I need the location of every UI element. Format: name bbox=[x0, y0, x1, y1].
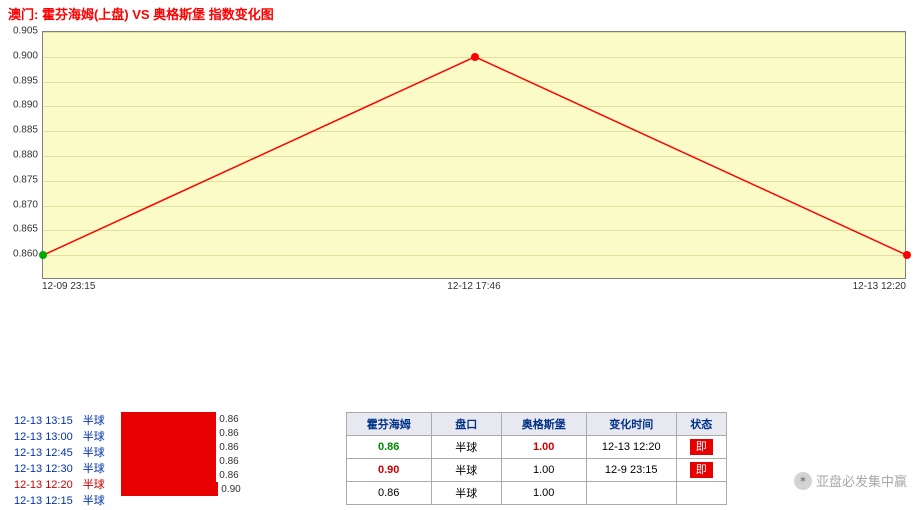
x-tick: 12-13 12:20 bbox=[853, 281, 906, 292]
line-chart: 0.860 0.865 0.870 0.875 0.880 0.885 0.890 0.895… bbox=[8, 27, 911, 309]
time-list: 12-13 13:15半球 12-13 13:00半球 12-13 12:45半球 1… bbox=[8, 412, 111, 510]
bar-row: 0.86 bbox=[121, 468, 241, 482]
bar-list: 0.860.860.860.860.860.90 bbox=[121, 412, 241, 496]
time-row: 12-13 12:30半球 bbox=[10, 462, 109, 476]
y-tick: 0.865 bbox=[8, 224, 38, 235]
y-tick: 0.905 bbox=[8, 26, 38, 37]
table-row: 0.86半球1.00 bbox=[346, 482, 726, 505]
bar-row: 0.86 bbox=[121, 454, 241, 468]
y-tick: 0.900 bbox=[8, 50, 38, 61]
y-tick: 0.880 bbox=[8, 150, 38, 161]
plot-area bbox=[42, 31, 906, 279]
x-tick: 12-09 23:15 bbox=[42, 281, 95, 292]
table-header: 盘口 bbox=[431, 413, 501, 436]
bar-row: 0.86 bbox=[121, 440, 241, 454]
table-header: 奥格斯堡 bbox=[501, 413, 586, 436]
status-badge: 即 bbox=[690, 439, 713, 455]
bar-row: 0.90 bbox=[121, 482, 241, 496]
data-point bbox=[903, 251, 911, 259]
bar-row: 0.86 bbox=[121, 426, 241, 440]
data-point bbox=[471, 53, 479, 61]
time-row: 12-13 12:15半球 bbox=[10, 494, 109, 508]
table-header: 变化时间 bbox=[586, 413, 676, 436]
wechat-icon: ✶ bbox=[794, 472, 812, 490]
time-row: 12-13 12:45半球 bbox=[10, 446, 109, 460]
y-tick: 0.890 bbox=[8, 100, 38, 111]
status-badge: 即 bbox=[690, 462, 713, 478]
watermark: ✶ 亚盘必发集中赢 bbox=[794, 471, 907, 490]
chart-title: 澳门: 霍芬海姆(上盘) VS 奥格斯堡 指数变化图 bbox=[0, 0, 919, 27]
time-row: 12-13 13:15半球 bbox=[10, 414, 109, 428]
odds-table: 霍芬海姆盘口奥格斯堡变化时间状态 0.86半球1.0012-13 12:20即0… bbox=[346, 412, 727, 505]
table-row: 0.90半球1.0012-9 23:15即 bbox=[346, 459, 726, 482]
x-tick: 12-12 17:46 bbox=[447, 281, 500, 292]
time-row: 12-13 13:00半球 bbox=[10, 430, 109, 444]
table-header: 霍芬海姆 bbox=[346, 413, 431, 436]
y-tick: 0.895 bbox=[8, 75, 38, 86]
time-row: 12-13 12:20半球 bbox=[10, 478, 109, 492]
y-tick: 0.885 bbox=[8, 125, 38, 136]
data-point bbox=[39, 251, 47, 259]
table-header: 状态 bbox=[676, 413, 726, 436]
watermark-text: 亚盘必发集中赢 bbox=[816, 471, 907, 490]
y-tick: 0.870 bbox=[8, 199, 38, 210]
table-row: 0.86半球1.0012-13 12:20即 bbox=[346, 436, 726, 459]
y-tick: 0.860 bbox=[8, 249, 38, 260]
y-tick: 0.875 bbox=[8, 174, 38, 185]
bar-row: 0.86 bbox=[121, 412, 241, 426]
